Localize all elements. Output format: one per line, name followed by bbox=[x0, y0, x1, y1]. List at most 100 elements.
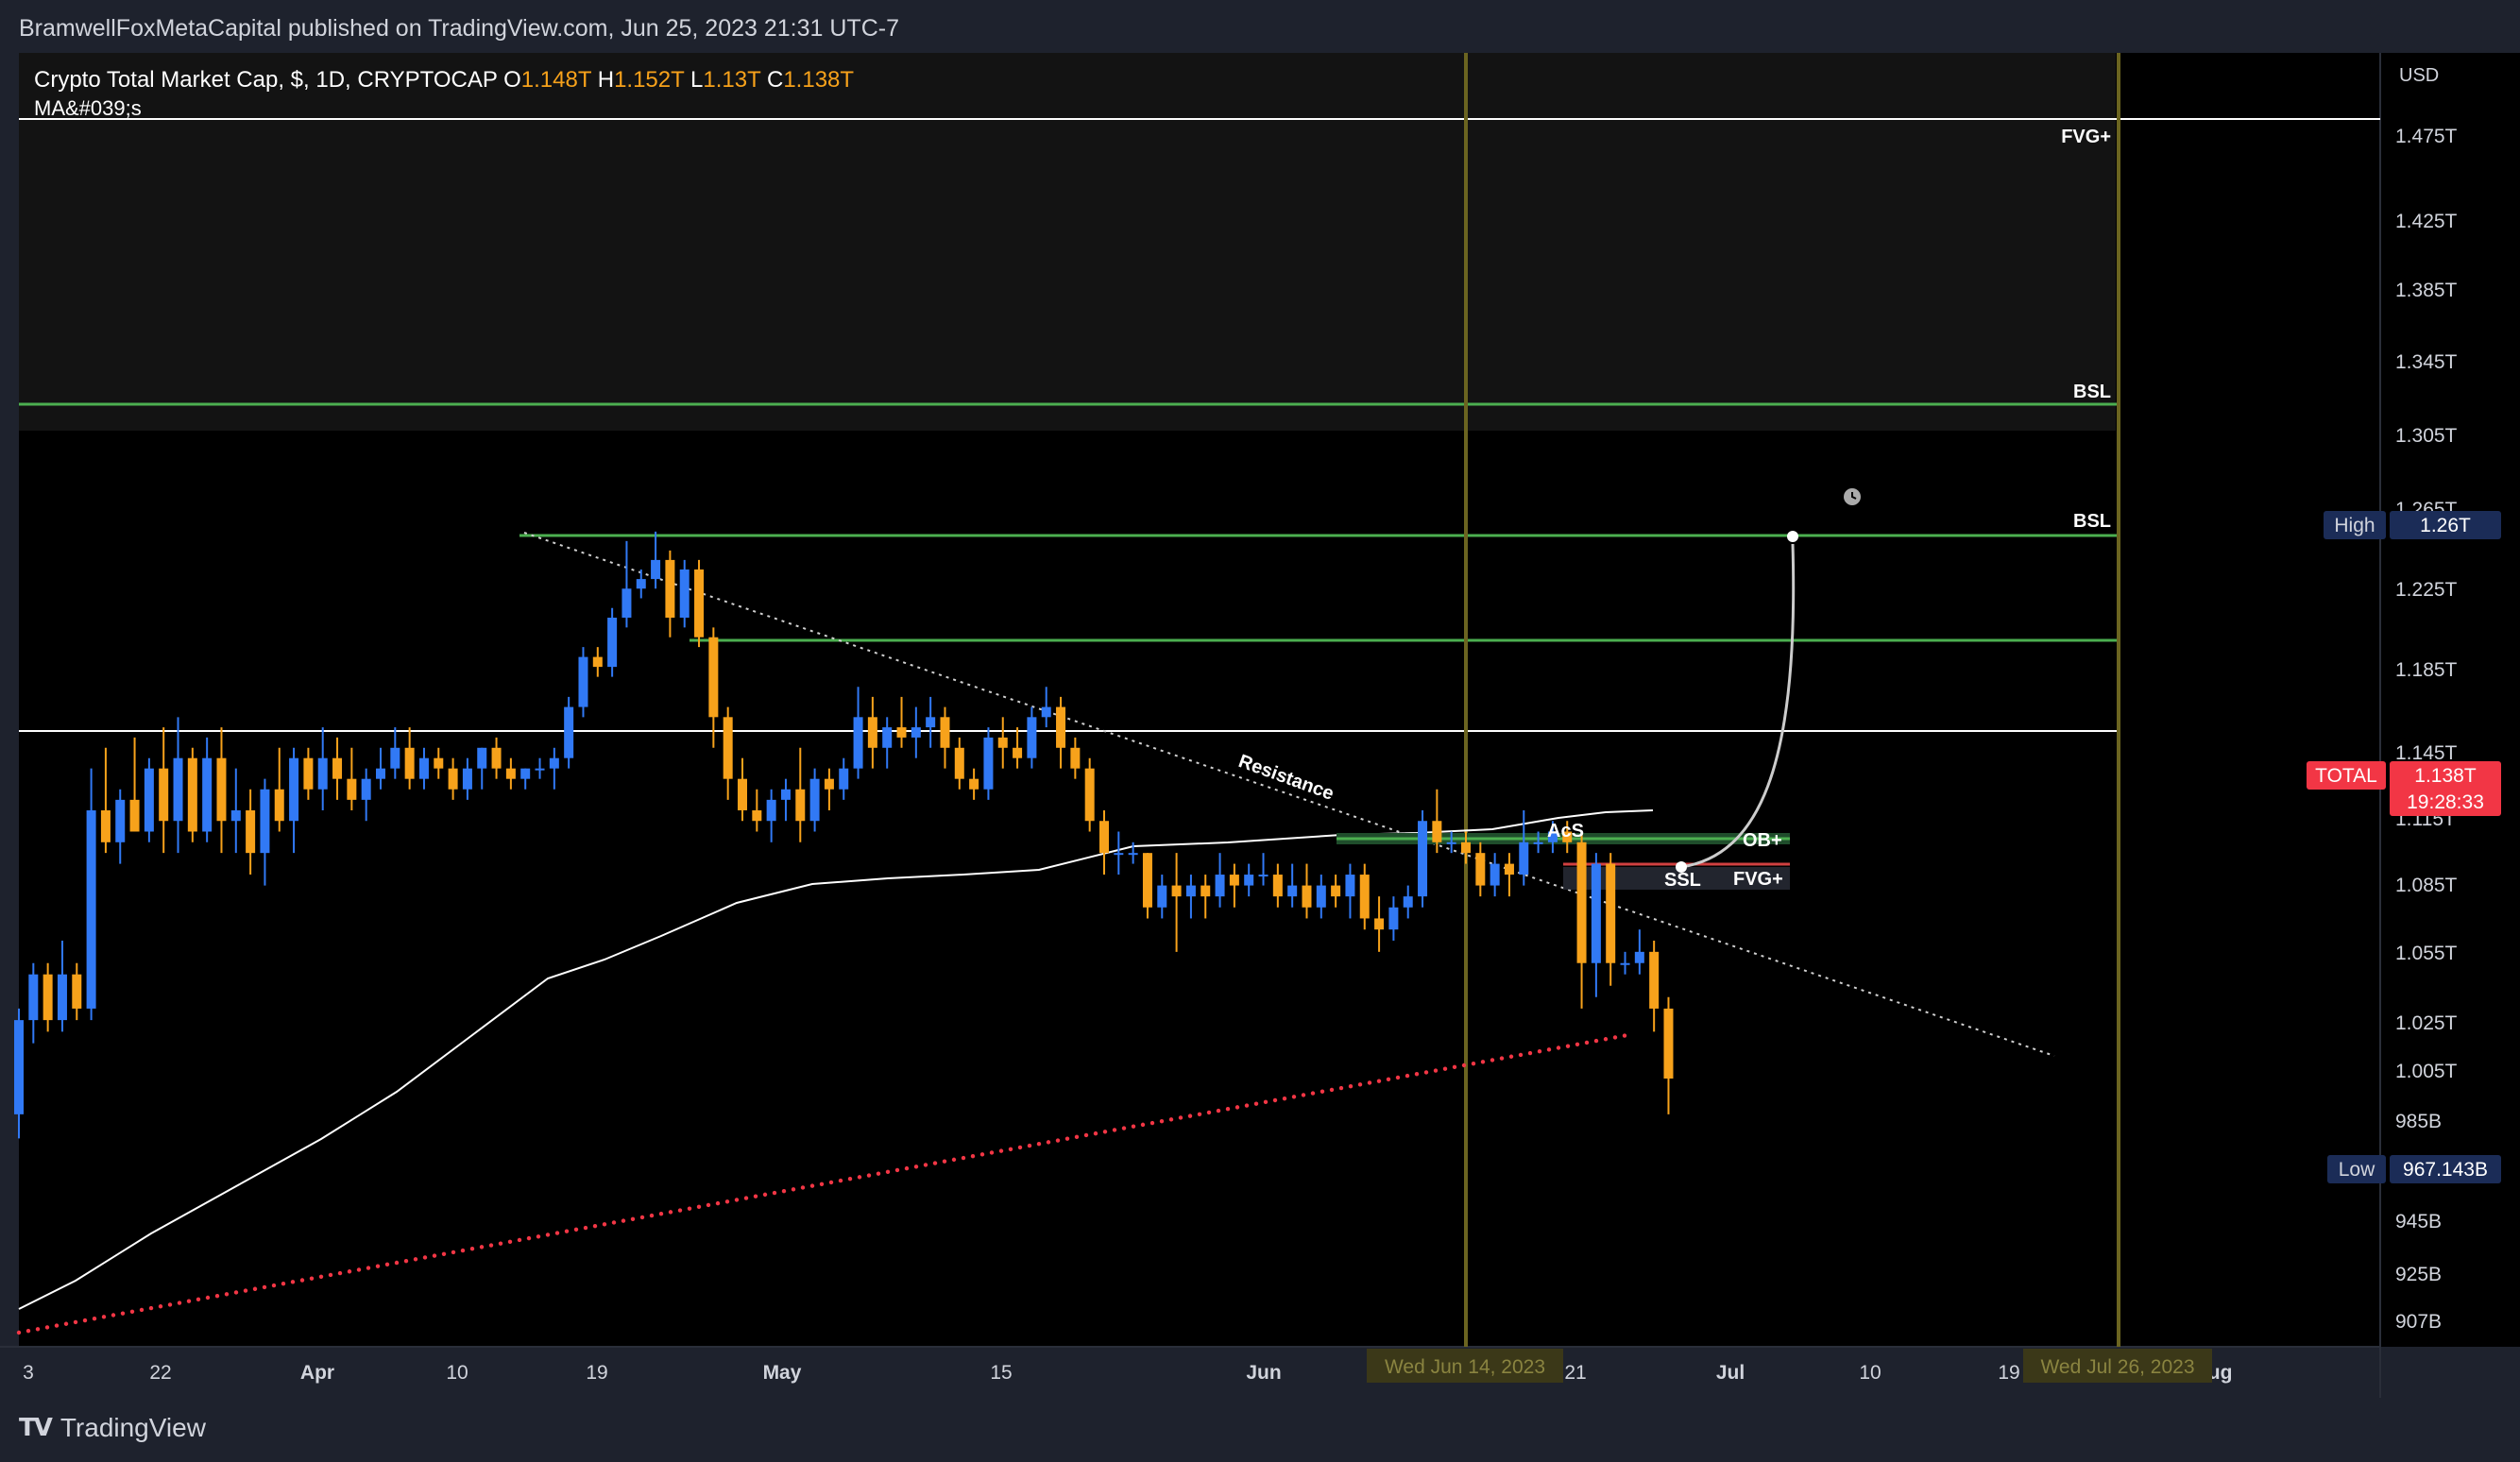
candle-body bbox=[216, 757, 227, 822]
candle-body bbox=[274, 789, 284, 822]
ma-dot bbox=[214, 1293, 220, 1299]
total-label: TOTAL bbox=[2315, 765, 2377, 787]
candle-body bbox=[1316, 885, 1326, 908]
ma-dot bbox=[809, 1183, 815, 1188]
candle bbox=[1634, 929, 1644, 975]
ma-dot bbox=[35, 1327, 41, 1332]
candle bbox=[867, 696, 877, 769]
tradingview-brand[interactable]: TV TradingView bbox=[19, 1413, 206, 1443]
candle bbox=[1244, 863, 1254, 897]
candle bbox=[766, 789, 776, 842]
candle-body bbox=[14, 1020, 24, 1114]
candle bbox=[1229, 863, 1239, 908]
ma-dot bbox=[1093, 1130, 1098, 1136]
ma-dot bbox=[1225, 1107, 1231, 1112]
candle bbox=[1663, 996, 1674, 1114]
candle-body bbox=[1171, 885, 1182, 897]
published-text: BramwellFoxMetaCapital published on Trad… bbox=[19, 15, 899, 42]
candle-body bbox=[187, 757, 197, 832]
ma-dot bbox=[1480, 1060, 1486, 1064]
date-tick: 19 bbox=[586, 1362, 607, 1384]
ma-dot bbox=[1263, 1099, 1269, 1105]
ma-dot bbox=[148, 1305, 154, 1311]
low-value-bg bbox=[2390, 1155, 2501, 1183]
projection-path bbox=[1680, 543, 1796, 869]
candle-body bbox=[1562, 831, 1573, 842]
candle bbox=[28, 962, 39, 1044]
ma-dot bbox=[668, 1210, 673, 1215]
candle-body bbox=[173, 757, 183, 822]
candle bbox=[1084, 757, 1095, 832]
ma-dot bbox=[979, 1152, 985, 1157]
ma-dot bbox=[309, 1276, 315, 1281]
ma-dot bbox=[1414, 1072, 1420, 1077]
candle bbox=[679, 559, 690, 628]
total-label-bg bbox=[2307, 761, 2386, 790]
candle bbox=[1331, 875, 1341, 908]
ma-dot bbox=[819, 1182, 825, 1186]
candle bbox=[1591, 853, 1601, 997]
ma-dot bbox=[1338, 1085, 1344, 1091]
candle-body bbox=[28, 974, 39, 1021]
candle bbox=[853, 687, 863, 779]
price-tick: 1.145T bbox=[2395, 742, 2458, 764]
bsl-label-1: BSL bbox=[2073, 382, 2111, 402]
ob-label: OB+ bbox=[1743, 830, 1782, 851]
candle bbox=[1316, 875, 1326, 919]
date-tick: 22 bbox=[149, 1362, 171, 1384]
bsl-label-2: BSL bbox=[2073, 511, 2111, 532]
ma-dot bbox=[592, 1223, 598, 1229]
candle bbox=[520, 768, 531, 790]
candle-body bbox=[535, 768, 545, 771]
candle-body bbox=[636, 579, 646, 589]
price-tick: 907B bbox=[2395, 1311, 2442, 1333]
ma-dot bbox=[1537, 1048, 1542, 1054]
ma-dot bbox=[734, 1198, 740, 1202]
candle bbox=[361, 768, 371, 822]
ma-dot bbox=[1622, 1033, 1627, 1038]
candle bbox=[1490, 853, 1500, 897]
candle bbox=[983, 727, 994, 800]
candle bbox=[940, 706, 950, 769]
ma-dot bbox=[1017, 1145, 1023, 1150]
ma-dot bbox=[658, 1212, 664, 1216]
candle-body bbox=[1432, 821, 1442, 842]
candle bbox=[246, 789, 256, 876]
candle-body bbox=[1215, 875, 1225, 897]
candle bbox=[1200, 875, 1211, 919]
candle-body bbox=[72, 974, 82, 1009]
candle bbox=[462, 757, 472, 800]
ma-dot bbox=[800, 1185, 806, 1190]
candle-body bbox=[230, 810, 241, 822]
candles bbox=[14, 531, 1674, 1139]
candle bbox=[1620, 951, 1630, 975]
candle bbox=[549, 747, 559, 790]
ma-dot bbox=[1027, 1143, 1032, 1148]
candle-body bbox=[1185, 885, 1196, 897]
candle bbox=[173, 717, 183, 854]
candle bbox=[723, 706, 733, 800]
candle-body bbox=[1490, 863, 1500, 886]
candle-body bbox=[303, 757, 314, 790]
candle-body bbox=[578, 656, 588, 707]
ma-dot bbox=[696, 1204, 702, 1210]
candle bbox=[621, 540, 632, 628]
ma-dot bbox=[951, 1157, 957, 1163]
ma-dot bbox=[394, 1260, 400, 1266]
date-tick: Apr bbox=[300, 1362, 334, 1384]
candle bbox=[1504, 853, 1514, 897]
ssl-label: SSL bbox=[1664, 870, 1701, 891]
legend-symbol: Crypto Total Market Cap, $, 1D, CRYPTOCA… bbox=[34, 67, 503, 93]
candle bbox=[1070, 737, 1081, 779]
ma-dot bbox=[441, 1251, 447, 1256]
ma-dot bbox=[621, 1218, 626, 1223]
candle-body bbox=[1114, 853, 1124, 856]
ma-dot bbox=[205, 1295, 211, 1300]
ma-dot bbox=[989, 1150, 995, 1155]
ma-dot bbox=[1216, 1108, 1221, 1114]
ma-dot bbox=[1083, 1132, 1089, 1138]
candle-body bbox=[390, 747, 400, 769]
candle-body bbox=[520, 768, 531, 779]
candle bbox=[809, 768, 820, 832]
